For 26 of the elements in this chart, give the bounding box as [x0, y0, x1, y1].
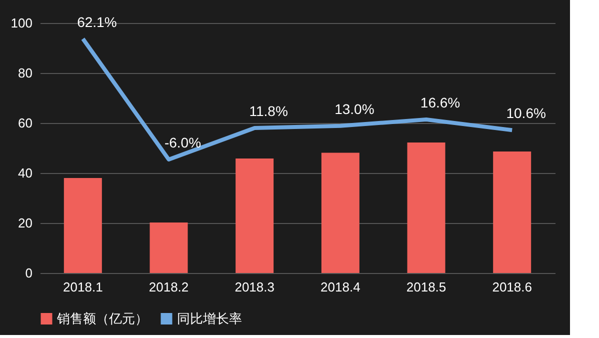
- legend-label: 销售额（亿元）: [56, 310, 148, 326]
- data-label: 13.0%: [334, 100, 374, 117]
- bar: [321, 152, 360, 273]
- bar: [64, 178, 102, 273]
- x-tick-label: 2018.2: [148, 280, 189, 294]
- x-tick-label: 2018.4: [320, 280, 360, 294]
- x-tick-label: 2018.3: [234, 280, 274, 294]
- legend-label: 同比增长率: [177, 310, 242, 326]
- y-tick-label: 100: [10, 16, 32, 30]
- y-tick-label: 40: [18, 166, 32, 180]
- y-tick-label: 80: [18, 66, 32, 80]
- bar: [236, 158, 274, 273]
- data-label: 16.6%: [420, 94, 460, 110]
- data-label: 11.8%: [249, 102, 288, 119]
- bar: [407, 142, 446, 273]
- y-tick-label: 20: [18, 216, 32, 230]
- x-tick-label: 2018.1: [63, 280, 103, 294]
- bar: [493, 152, 532, 273]
- bar: [150, 222, 188, 273]
- data-label: -6.0%: [164, 134, 202, 151]
- data-label: 10.6%: [506, 105, 546, 122]
- y-tick-label: 0: [25, 266, 32, 280]
- x-tick-label: 2018.6: [492, 280, 532, 294]
- y-tick-label: 60: [18, 116, 32, 130]
- data-label: 62.1%: [77, 14, 117, 30]
- x-tick-label: 2018.5: [406, 280, 446, 294]
